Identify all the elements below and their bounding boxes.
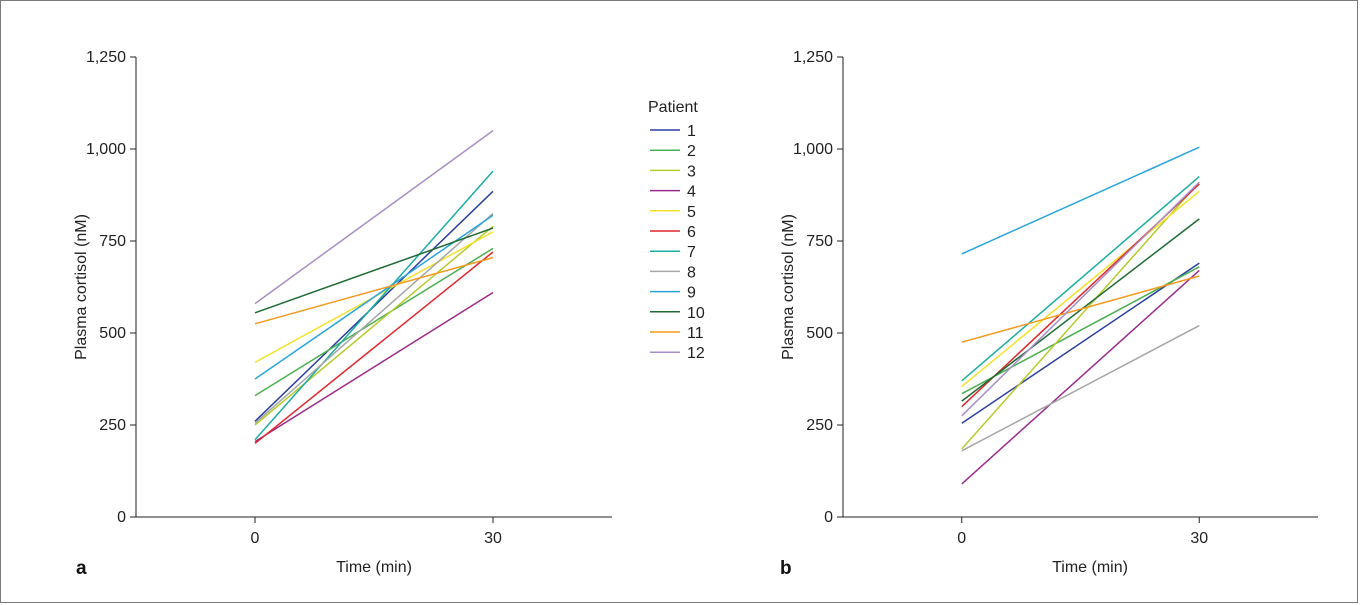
- y-tick-label: 1,000: [793, 141, 833, 158]
- legend-label-patient-3: 3: [687, 163, 696, 180]
- series-line-patient-7: [254, 170, 494, 441]
- series-line-patient-6: [254, 251, 494, 444]
- x-ticks: 0 30: [251, 517, 502, 547]
- panel-b: 0 250 500 750 1,000 1,250 0 30 Plasma cortisol…: [780, 49, 1318, 579]
- y-tick-label: 500: [806, 325, 833, 342]
- legend-label-patient-12: 12: [687, 345, 705, 362]
- series-line-patient-12: [961, 181, 1200, 417]
- series-line-patient-10: [254, 227, 494, 314]
- series-line-patient-3: [961, 181, 1200, 450]
- series-line-patient-4: [254, 291, 494, 443]
- legend-label-patient-1: 1: [687, 123, 696, 140]
- y-tick-label: 1,250: [793, 49, 833, 66]
- x-ticks: 0 30: [957, 517, 1208, 547]
- series-line-patient-9: [254, 214, 494, 380]
- y-tick-label: 250: [806, 417, 833, 434]
- y-tick-label: 750: [806, 233, 833, 250]
- y-tick-label: 0: [117, 509, 126, 526]
- x-axis-label: Time (min): [336, 559, 412, 576]
- legend-label-patient-2: 2: [687, 143, 696, 160]
- legend-label-patient-11: 11: [687, 325, 704, 342]
- panel-label-b: b: [780, 558, 792, 579]
- y-tick-label: 1,250: [86, 49, 126, 66]
- x-tick-label: 0: [251, 530, 260, 547]
- y-axis-label: Plasma cortisol (nM): [73, 214, 90, 360]
- series-lines: [254, 129, 494, 444]
- series-line-patient-11: [961, 275, 1200, 343]
- y-tick-label: 500: [99, 325, 126, 342]
- y-tick-label: 1,000: [86, 141, 126, 158]
- series-line-patient-11: [254, 256, 494, 325]
- legend-label-patient-8: 8: [687, 264, 696, 281]
- legend-label-patient-5: 5: [687, 204, 696, 221]
- y-tick-label: 0: [824, 509, 833, 526]
- x-tick-label: 0: [957, 530, 966, 547]
- y-ticks: 0 250 500 750 1,000 1,250: [793, 49, 843, 526]
- y-axis-label: Plasma cortisol (nM): [780, 214, 797, 360]
- x-tick-label: 30: [484, 530, 502, 547]
- x-tick-label: 30: [1190, 530, 1208, 547]
- series-line-patient-8: [254, 212, 494, 424]
- series-line-patient-5: [961, 190, 1200, 387]
- y-tick-label: 250: [99, 417, 126, 434]
- x-axis-label: Time (min): [1052, 559, 1128, 576]
- y-tick-label: 750: [99, 233, 126, 250]
- series-line-patient-3: [254, 225, 494, 426]
- legend-label-patient-10: 10: [687, 305, 705, 322]
- series-line-patient-1: [961, 262, 1200, 424]
- series-line-patient-4: [961, 269, 1200, 485]
- series-line-patient-2: [254, 247, 494, 397]
- y-ticks: 0 250 500 750 1,000 1,250: [86, 49, 136, 526]
- panel-a: 0 250 500 750 1,000 1,250 0 30 Plasma cortisol…: [73, 49, 612, 579]
- series-line-patient-2: [961, 266, 1200, 395]
- legend-title: Patient: [648, 99, 698, 116]
- series-line-patient-10: [961, 218, 1200, 402]
- legend-label-patient-4: 4: [687, 184, 696, 201]
- legend-label-patient-6: 6: [687, 224, 696, 241]
- series-lines: [961, 146, 1200, 485]
- series-line-patient-8: [961, 324, 1200, 452]
- series-line-patient-12: [254, 129, 494, 305]
- series-line-patient-7: [961, 176, 1200, 382]
- legend-label-patient-7: 7: [687, 244, 696, 261]
- legend-label-patient-9: 9: [687, 285, 696, 302]
- panel-label-a: a: [76, 558, 87, 579]
- series-line-patient-9: [961, 146, 1200, 255]
